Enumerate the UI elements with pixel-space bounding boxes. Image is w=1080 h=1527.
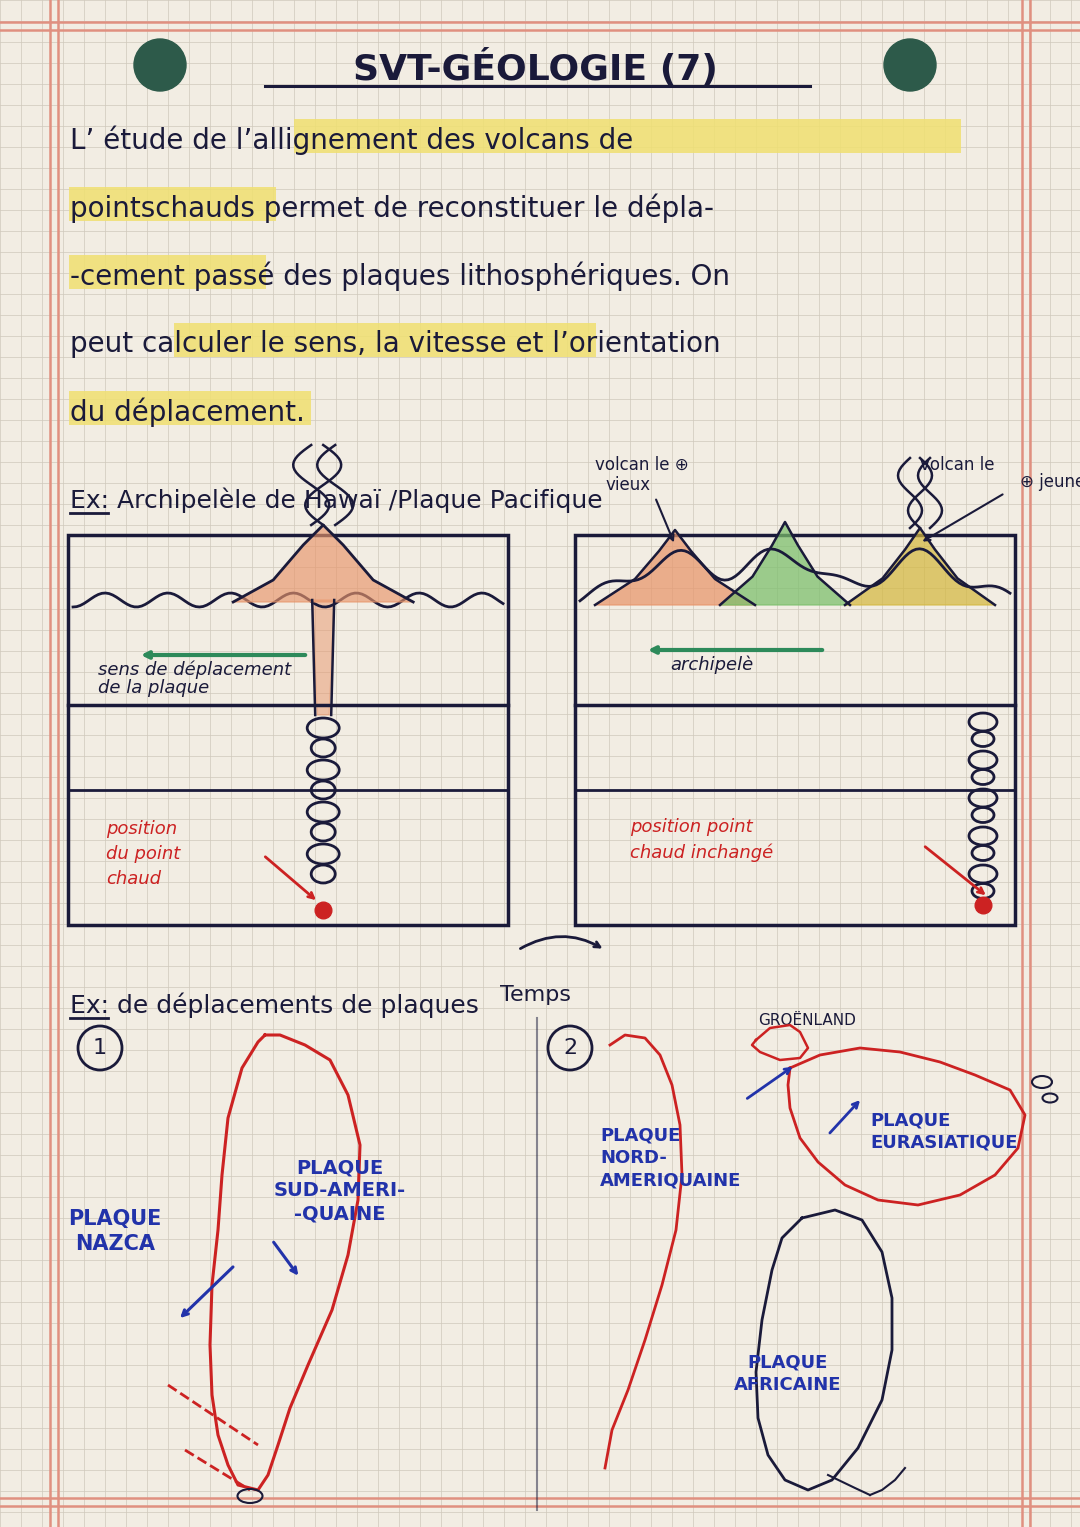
Text: L’ étude de l’allignement des volcans de: L’ étude de l’allignement des volcans de <box>70 125 633 154</box>
Text: GROËNLAND: GROËNLAND <box>758 1012 855 1028</box>
Text: vieux: vieux <box>605 476 650 495</box>
Text: SVT-GÉOLOGIE (7): SVT-GÉOLOGIE (7) <box>352 49 717 87</box>
Text: du déplacement.: du déplacement. <box>70 397 305 426</box>
Circle shape <box>885 40 936 92</box>
Text: pointschauds permet de reconstituer le dépla-: pointschauds permet de reconstituer le d… <box>70 194 714 223</box>
Text: de la plaque: de la plaque <box>98 680 210 696</box>
FancyBboxPatch shape <box>174 324 596 357</box>
Text: PLAQUE
NAZCA: PLAQUE NAZCA <box>68 1209 162 1254</box>
Text: Temps: Temps <box>499 985 570 1005</box>
Text: -cement passé des plaques lithosphériques. On: -cement passé des plaques lithosphérique… <box>70 261 730 290</box>
Text: PLAQUE
EURASIATIQUE: PLAQUE EURASIATIQUE <box>870 1112 1017 1151</box>
Text: volcan le ⊕: volcan le ⊕ <box>595 457 689 473</box>
Text: Ex: Archipelèle de Hawaï /Plaque Pacifique: Ex: Archipelèle de Hawaï /Plaque Pacifiq… <box>70 487 603 513</box>
Text: 1: 1 <box>93 1038 107 1058</box>
Text: PLAQUE
SUD-AMERI-
-QUAINE: PLAQUE SUD-AMERI- -QUAINE <box>274 1157 406 1225</box>
Text: ⊕ jeune: ⊕ jeune <box>1020 473 1080 492</box>
Polygon shape <box>595 530 755 605</box>
Polygon shape <box>312 600 334 715</box>
Bar <box>575 534 1015 925</box>
Text: PLAQUE
NORD-
AMERIQUAINE: PLAQUE NORD- AMERIQUAINE <box>600 1127 741 1190</box>
Text: volcan le: volcan le <box>920 457 995 473</box>
Text: peut calculer le sens, la vitesse et l’orientation: peut calculer le sens, la vitesse et l’o… <box>70 330 720 357</box>
Text: position point
chaud inchangé: position point chaud inchangé <box>630 818 773 861</box>
Text: archipelè: archipelè <box>670 655 753 673</box>
FancyBboxPatch shape <box>69 186 276 221</box>
Polygon shape <box>720 522 850 605</box>
FancyBboxPatch shape <box>69 255 266 289</box>
Bar <box>68 534 508 925</box>
Circle shape <box>134 40 186 92</box>
Text: Ex: de déplacements de plaques: Ex: de déplacements de plaques <box>70 993 478 1019</box>
Text: 2: 2 <box>563 1038 577 1058</box>
Polygon shape <box>233 525 414 602</box>
Text: sens de déplacement: sens de déplacement <box>98 661 292 680</box>
Text: PLAQUE
AFRICAINE: PLAQUE AFRICAINE <box>734 1354 841 1394</box>
FancyBboxPatch shape <box>294 119 961 153</box>
Text: position
du point
chaud: position du point chaud <box>106 820 180 889</box>
Polygon shape <box>845 528 995 605</box>
FancyBboxPatch shape <box>69 391 311 425</box>
